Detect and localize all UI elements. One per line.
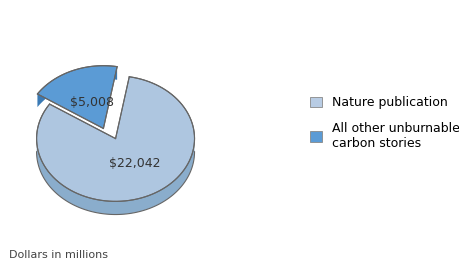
Legend: Nature publication, All other unburnable
carbon stories: Nature publication, All other unburnable…: [309, 96, 459, 150]
Polygon shape: [37, 77, 194, 201]
Text: Dollars in millions: Dollars in millions: [9, 250, 108, 260]
Polygon shape: [37, 77, 194, 215]
Text: $22,042: $22,042: [109, 157, 160, 170]
Polygon shape: [37, 66, 117, 107]
Text: $5,008: $5,008: [69, 96, 113, 109]
Polygon shape: [37, 66, 117, 128]
